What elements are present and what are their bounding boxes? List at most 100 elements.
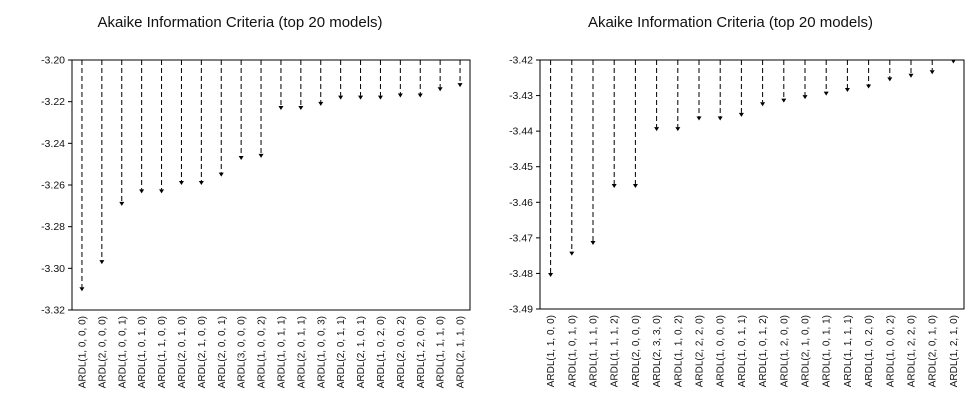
data-point-arrow: [760, 102, 766, 107]
x-category-label: ARDL(1, 0, 0, 1): [117, 316, 128, 388]
y-tick-label: -3.28: [41, 221, 65, 233]
x-category-label: ARDL(2, 0, 0, 2): [396, 316, 407, 388]
data-point-arrow: [717, 116, 723, 121]
y-tick-label: -3.26: [41, 180, 65, 192]
x-category-label: ARDL(2, 0, 0, 0): [631, 315, 642, 387]
data-point-arrow: [417, 93, 423, 98]
x-category-label: ARDL(1, 1, 1, 2): [610, 315, 621, 387]
data-point-arrow: [218, 172, 224, 177]
x-category-label: ARDL(1, 0, 1, 2): [758, 315, 769, 387]
x-category-label: ARDL(1, 2, 2, 0): [907, 315, 918, 387]
x-category-label: ARDL(1, 0, 1, 0): [137, 316, 148, 388]
data-point-arrow: [548, 272, 554, 277]
x-category-label: ARDL(1, 0, 0, 2): [257, 316, 268, 388]
data-point-arrow: [139, 189, 145, 194]
y-tick-label: -3.48: [509, 268, 533, 280]
data-point-arrow: [908, 73, 914, 78]
x-category-label: ARDL(1, 0, 0, 3): [316, 316, 327, 388]
data-point-arrow: [358, 95, 364, 100]
x-category-label: ARDL(1, 1, 0, 0): [157, 316, 168, 388]
data-point-arrow: [278, 106, 284, 110]
data-point-arrow: [238, 156, 244, 160]
data-point-arrow: [590, 240, 596, 245]
data-point-arrow: [159, 189, 165, 194]
data-point-arrow: [79, 287, 85, 292]
y-tick-label: -3.20: [41, 55, 65, 67]
x-category-label: ARDL(1, 0, 1, 1): [822, 315, 833, 387]
data-point-arrow: [99, 260, 105, 265]
data-point-arrow: [738, 112, 744, 117]
y-tick-label: -3.49: [509, 304, 533, 316]
data-point-arrow: [457, 83, 463, 88]
chart-panel-left: Akaike Information Criteria (top 20 mode…: [0, 0, 480, 404]
data-point-arrow: [887, 77, 893, 82]
x-category-label: ARDL(1, 0, 0, 0): [716, 315, 727, 387]
data-point-arrow: [632, 184, 638, 189]
data-point-arrow: [397, 93, 403, 98]
data-point-arrow: [844, 88, 850, 93]
x-category-label: ARDL(1, 2, 1, 0): [949, 315, 960, 387]
y-tick-label: -3.22: [41, 96, 65, 108]
x-category-label: ARDL(1, 0, 1, 1): [737, 315, 748, 387]
x-category-label: ARDL(2, 0, 1, 1): [296, 316, 307, 388]
aic-chart-left: -3.20 -3.22 -3.24 -3.26 -3.28 -3.30 -3.32 ARDL(…: [41, 55, 471, 388]
x-category-label: ARDL(1, 0, 1, 0): [567, 315, 578, 387]
plot-frame-right: [539, 59, 965, 310]
data-point-arrow: [377, 95, 383, 100]
y-tick-label: -3.43: [509, 90, 533, 102]
x-category-label: ARDL(1, 1, 1, 0): [436, 316, 447, 388]
data-point-arrow: [696, 116, 702, 121]
y-tick-label: -3.45: [509, 161, 533, 173]
data-point-arrow: [950, 59, 956, 64]
data-point-arrow: [298, 106, 304, 110]
aic-chart-right: -3.42 -3.43 -3.44 -3.45 -3.46 -3.47 -3.48 -3.49…: [509, 55, 965, 387]
data-point-arrow: [823, 91, 829, 96]
x-category-label: ARDL(2, 1, 0, 0): [801, 315, 812, 387]
y-tick-label: -3.46: [509, 197, 533, 209]
x-category-label: ARDL(1, 1, 0, 2): [673, 315, 684, 387]
chart-panel-right: Akaike Information Criteria (top 20 mode…: [490, 0, 971, 404]
data-point-arrow: [437, 87, 443, 92]
data-point-arrow: [198, 181, 204, 185]
x-category-label: ARDL(1, 0, 2, 0): [376, 316, 387, 388]
data-point-arrow: [258, 153, 264, 158]
data-point-arrow: [675, 127, 681, 132]
chart-title-left: Akaike Information Criteria (top 20 mode…: [97, 14, 383, 31]
x-category-label: ARDL(1, 0, 0, 0): [77, 316, 88, 388]
x-category-label: ARDL(1, 1, 1, 0): [589, 315, 600, 387]
x-category-label: ARDL(2, 2, 2, 0): [695, 315, 706, 387]
data-point-arrow: [178, 181, 184, 185]
y-tick-label: -3.24: [41, 138, 65, 150]
data-point-arrow: [119, 201, 125, 206]
x-category-label: ARDL(2, 0, 1, 0): [928, 315, 939, 387]
x-category-label: ARDL(2, 0, 0, 1): [217, 316, 228, 388]
data-point-arrow: [569, 251, 575, 256]
x-category-label: ARDL(2, 1, 1, 0): [456, 316, 467, 388]
x-category-label: ARDL(1, 1, 1, 1): [843, 315, 854, 387]
x-category-label: ARDL(1, 0, 0, 2): [885, 315, 896, 387]
plot-frame-left: [71, 59, 471, 311]
y-tick-label: -3.47: [509, 232, 533, 244]
x-category-label: ARDL(2, 1, 0, 1): [356, 316, 367, 388]
x-category-label: ARDL(1, 0, 2, 0): [864, 315, 875, 387]
data-point-arrow: [611, 184, 617, 189]
x-category-label: ARDL(2, 1, 0, 0): [197, 316, 208, 388]
x-category-label: ARDL(2, 0, 1, 0): [177, 316, 188, 388]
x-category-label: ARDL(3, 0, 0, 0): [237, 316, 248, 388]
data-point-arrow: [654, 127, 660, 132]
y-tick-label: -3.32: [41, 305, 65, 317]
data-point-arrow: [802, 95, 808, 100]
y-tick-label: -3.30: [41, 263, 65, 275]
x-category-label: ARDL(1, 2, 0, 0): [779, 315, 790, 387]
data-point-arrow: [929, 70, 935, 75]
data-point-arrow: [338, 95, 344, 100]
chart-title-right: Akaike Information Criteria (top 20 mode…: [587, 14, 874, 31]
x-category-label: ARDL(2, 0, 0, 0): [97, 316, 108, 388]
x-category-label: ARDL(2, 0, 1, 1): [336, 316, 347, 388]
data-point-arrow: [781, 98, 787, 103]
x-category-label: ARDL(1, 0, 1, 1): [276, 316, 287, 388]
x-category-label: ARDL(2, 3, 3, 0): [652, 315, 663, 387]
y-tick-label: -3.42: [509, 55, 533, 67]
y-tick-label: -3.44: [509, 126, 533, 138]
data-point-arrow: [866, 84, 872, 89]
